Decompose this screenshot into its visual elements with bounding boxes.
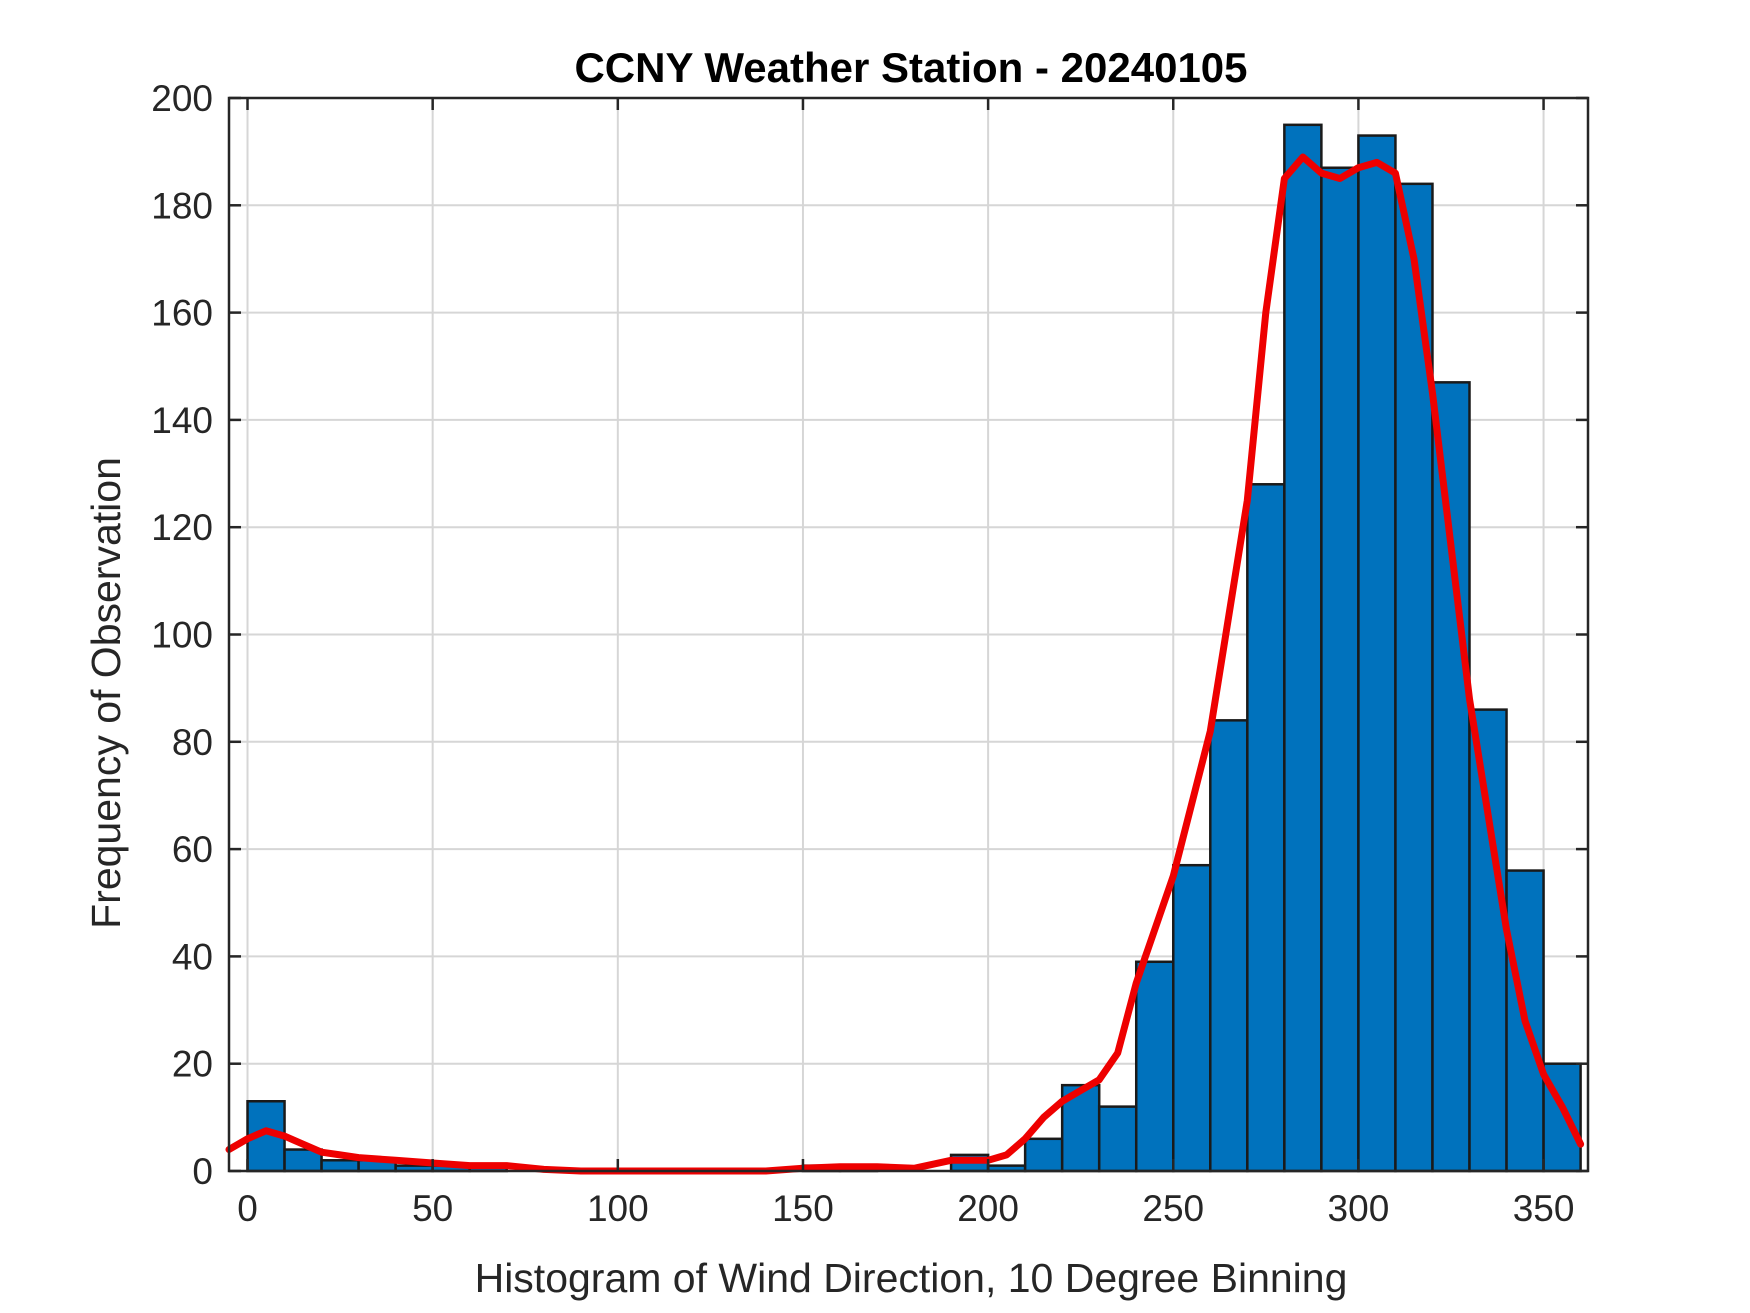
y-tick-label: 100 [151, 615, 213, 656]
y-tick-labels: 0 20 40 60 80 100 120 140 160 180 200 [151, 78, 213, 1192]
y-tick-label: 80 [172, 722, 213, 763]
x-tick-label: 200 [957, 1188, 1019, 1229]
y-tick-label: 0 [192, 1151, 213, 1192]
x-tick-label: 0 [237, 1188, 258, 1229]
histogram-bar [1172, 863, 1212, 1173]
y-tick-label: 120 [151, 507, 213, 548]
y-tick-label: 180 [151, 185, 213, 226]
histogram-bar [1097, 1105, 1138, 1173]
histogram-bar [320, 1159, 360, 1173]
fit-curve [225, 153, 1585, 1175]
x-axis-label: Histogram of Wind Direction, 10 Degree B… [475, 1255, 1348, 1301]
fit-curve-layer [225, 153, 1585, 1175]
histogram-bar [1468, 708, 1508, 1173]
y-tick-label: 60 [172, 829, 213, 870]
histogram-bar [1431, 381, 1471, 1173]
x-tick-label: 150 [772, 1188, 834, 1229]
y-tick-label: 200 [151, 78, 213, 119]
x-tick-label: 250 [1142, 1188, 1204, 1229]
x-tick-labels: 0 50 100 150 200 250 300 350 [237, 1188, 1574, 1229]
y-tick-label: 40 [172, 936, 213, 977]
histogram-bar [1023, 1137, 1064, 1173]
tick-marks [229, 96, 1588, 1173]
chart-title: CCNY Weather Station - 20240105 [574, 44, 1247, 91]
y-axis-label: Frequency of Observation [83, 457, 129, 929]
y-tick-label: 140 [151, 400, 213, 441]
histogram-bars [246, 123, 1582, 1173]
histogram-bar [1134, 960, 1175, 1173]
histogram-bar [1209, 719, 1249, 1173]
x-tick-label: 300 [1328, 1188, 1390, 1229]
x-tick-label: 100 [587, 1188, 649, 1229]
histogram-bar [1283, 123, 1323, 1173]
x-tick-label: 50 [412, 1188, 453, 1229]
x-tick-label: 350 [1513, 1188, 1575, 1229]
y-tick-label: 160 [151, 293, 213, 334]
histogram-bar [1320, 166, 1360, 1173]
histogram-bar [1246, 483, 1286, 1173]
y-tick-label: 20 [172, 1044, 213, 1085]
histogram-bar [1357, 134, 1397, 1173]
